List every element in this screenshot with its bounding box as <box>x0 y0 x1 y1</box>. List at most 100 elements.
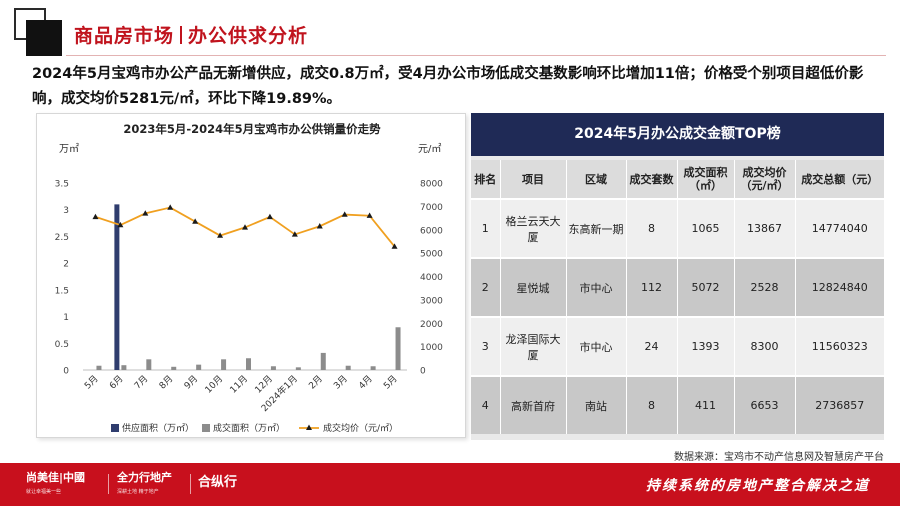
right-tick-label: 1000 <box>420 343 443 353</box>
price-point <box>291 231 298 237</box>
x-tick-label: 9月 <box>182 373 200 391</box>
left-tick-label: 3 <box>63 206 69 216</box>
left-tick-label: 2.5 <box>55 233 69 243</box>
page-title-part1: 商品房市场 <box>74 25 175 47</box>
table-header-cell: 排名 <box>471 160 501 199</box>
legend-supply-label: 供应面积（万㎡） <box>122 422 194 434</box>
table-cell: 1065 <box>677 199 735 258</box>
table-cell: 11560323 <box>795 317 884 376</box>
deal-bar <box>96 365 102 370</box>
footer-logo2-text: 全力行地产 <box>117 471 172 484</box>
x-tick-label: 8月 <box>157 373 175 391</box>
price-point <box>92 213 99 220</box>
x-tick-label: 4月 <box>357 373 375 391</box>
price-point <box>316 223 323 229</box>
right-tick-label: 8000 <box>420 180 443 190</box>
table-cell: 2528 <box>734 258 796 317</box>
legend-deal-swatch <box>202 424 210 432</box>
table-cell: 24 <box>626 317 678 376</box>
table-row: 4 高新首府 南站 8 411 6653 2736857 <box>471 376 884 434</box>
table-cell: 6653 <box>734 376 796 434</box>
price-point <box>167 204 174 210</box>
table-cell: 2736857 <box>795 376 884 434</box>
deal-bar <box>270 366 276 370</box>
price-point <box>341 211 348 217</box>
table-cell: 1393 <box>677 317 735 376</box>
table-cell: 14774040 <box>795 199 884 258</box>
price-point <box>117 221 124 228</box>
page-title: 商品房市场 办公供求分析 <box>74 21 308 48</box>
deal-bar <box>320 352 326 370</box>
right-tick-label: 0 <box>420 367 426 377</box>
table-header-cell: 成交总额（元） <box>795 160 884 199</box>
table-cell: 4 <box>471 376 501 434</box>
footer-slogan: 持续系统的房地产整合解决之道 <box>646 478 870 494</box>
chart-title: 2023年5月-2024年5月宝鸡市办公供销量价走势 <box>123 122 381 136</box>
footer-bar: 尚美佳|中國 就让幸福美一些 全力行地产 深耕土地 精于地产 合纵行 持续系统的… <box>0 463 900 506</box>
deal-bar <box>196 364 202 370</box>
footer-logo-hezongxing: 合纵行 <box>198 476 237 489</box>
header-square-filled <box>26 20 62 56</box>
footer-divider <box>108 474 109 494</box>
table-cell: 南站 <box>566 376 627 434</box>
supply-bar <box>114 204 120 370</box>
table-cell: 8300 <box>734 317 796 376</box>
table-cell: 高新首府 <box>500 376 567 434</box>
table-cell: 3 <box>471 317 501 376</box>
x-tick-label: 6月 <box>107 373 125 391</box>
deal-bar <box>146 359 152 370</box>
table-cell: 市中心 <box>566 317 627 376</box>
table-header-row: 排名 项目 区域 成交套数 成交面积（㎡） 成交均价（元/㎡） 成交总额（元） <box>471 160 884 199</box>
x-tick-label: 2月 <box>307 373 325 391</box>
footer-logo3-text: 合纵行 <box>198 475 238 490</box>
price-point <box>266 213 273 220</box>
legend-price-marker <box>306 424 312 430</box>
summary-text: 2024年5月宝鸡市办公产品无新增供应，成交0.8万㎡，受4月办公市场低成交基数… <box>32 66 864 107</box>
table-cell: 12824840 <box>795 258 884 317</box>
table-cell: 8 <box>626 199 678 258</box>
table-cell: 1 <box>471 199 501 258</box>
deal-bar <box>295 367 301 370</box>
price-point <box>217 232 224 238</box>
table-title: 2024年5月办公成交金额TOP榜 <box>471 113 884 156</box>
table-cell: 5072 <box>677 258 735 317</box>
table-cell: 东高新一期 <box>566 199 627 258</box>
footer-logo-shangmeijia: 尚美佳|中國 就让幸福美一些 <box>26 471 85 499</box>
page-title-part2: 办公供求分析 <box>188 25 309 47</box>
legend-supply-swatch <box>111 424 119 432</box>
left-tick-label: 3.5 <box>55 180 69 190</box>
table-header-cell: 项目 <box>500 160 567 199</box>
table-cell: 8 <box>626 376 678 434</box>
right-tick-label: 6000 <box>420 226 443 236</box>
deal-bar <box>395 327 401 370</box>
table-cell: 市中心 <box>566 258 627 317</box>
x-tick-label: 10月 <box>203 373 225 395</box>
price-point <box>242 224 248 230</box>
x-tick-label: 11月 <box>228 373 250 395</box>
footer-divider <box>190 474 191 494</box>
x-tick-label: 5月 <box>381 373 399 391</box>
table-row: 1 格兰云天大厦 东高新一期 8 1065 13867 14774040 <box>471 199 884 258</box>
right-tick-label: 5000 <box>420 250 443 260</box>
left-tick-label: 1 <box>63 313 69 323</box>
deal-bar <box>171 366 177 370</box>
right-axis-unit: 元/㎡ <box>418 143 441 155</box>
title-divider <box>180 26 183 44</box>
footer-logo-quanlixing: 全力行地产 深耕土地 精于地产 <box>117 471 172 499</box>
data-source: 数据来源：宝鸡市不动产信息网及智慧房产平台 <box>674 452 884 463</box>
left-tick-label: 1.5 <box>55 286 69 296</box>
deal-bar <box>370 366 376 370</box>
deal-bar <box>221 359 227 370</box>
price-point <box>142 210 149 216</box>
table-row: 3 龙泽国际大厦 市中心 24 1393 8300 11560323 <box>471 317 884 376</box>
table-header-cell: 成交均价（元/㎡） <box>734 160 796 199</box>
table-row: 2 星悦城 市中心 112 5072 2528 12824840 <box>471 258 884 317</box>
price-point <box>192 218 199 224</box>
footer-logo1-text: 尚美佳|中國 <box>26 471 86 484</box>
chart-panel: 2023年5月-2024年5月宝鸡市办公供销量价走势 万㎡ 元/㎡ 0 0.5 1 1.5 2… <box>36 113 466 438</box>
table-cell: 411 <box>677 376 735 434</box>
table-header-cell: 成交套数 <box>626 160 678 199</box>
right-tick-label: 3000 <box>420 296 443 306</box>
x-tick-label: 3月 <box>332 373 350 391</box>
footer-logo2-sub: 深耕土地 精于地产 <box>117 489 159 495</box>
